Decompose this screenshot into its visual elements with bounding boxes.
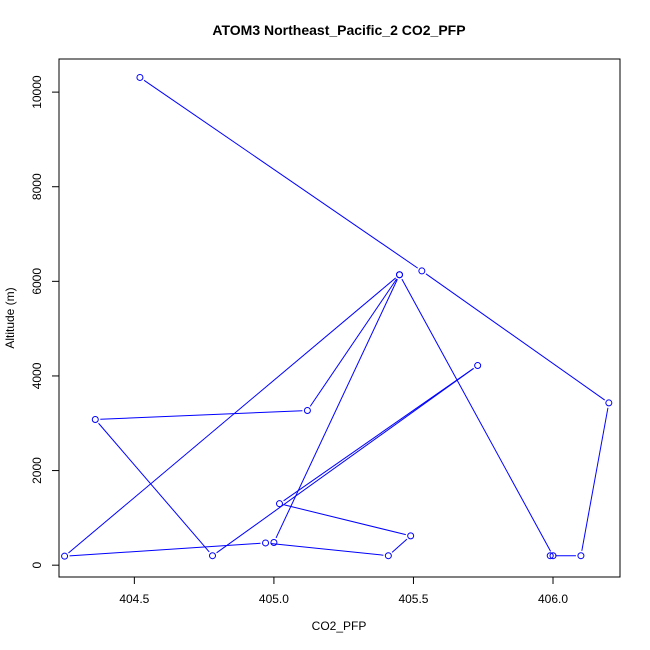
data-point [275,500,283,508]
series-segment [100,410,303,420]
series-segment [581,407,609,551]
data-point [474,362,482,370]
data-point [546,552,554,560]
x-axis-label: CO2_PFP [312,619,367,633]
data-point [262,539,270,547]
series-segment [391,538,408,553]
data-point [407,532,415,540]
y-tick-label: 0 [30,562,44,569]
data-point [384,552,392,560]
series-segment [216,368,474,554]
x-axis: 404.5 405.0 405.5 406.0 [119,576,568,606]
series-segment [98,422,210,553]
data-point [418,267,426,275]
y-axis: 0 2000 4000 6000 8000 10000 [30,75,60,569]
data-point [209,552,217,560]
y-tick-label: 2000 [30,457,44,484]
data-point [61,552,69,560]
series-layer [61,73,613,560]
series-segment [275,279,398,539]
data-point [549,552,557,560]
y-tick-label: 4000 [30,362,44,389]
y-tick-label: 8000 [30,173,44,200]
series-segment [309,278,398,407]
series-segment [270,542,384,556]
series-segment [401,278,552,552]
x-tick-label: 405.5 [398,592,428,606]
data-point [605,399,613,407]
y-tick-label: 6000 [30,268,44,295]
y-axis-label: Altitude (m) [3,287,17,348]
x-tick-label: 406.0 [538,592,568,606]
data-point [270,538,278,546]
chart-title: ATOM3 Northeast_Pacific_2 CO2_PFP [212,22,465,38]
data-point [577,552,585,560]
data-point [303,406,311,414]
data-point [396,271,404,279]
series-segment [68,277,397,554]
data-point [91,415,99,423]
series-segment [69,542,261,557]
data-point [136,73,144,81]
series-segment [283,367,474,502]
y-tick-label: 10000 [30,75,44,109]
x-tick-label: 405.0 [259,592,289,606]
series-segment [143,79,418,269]
series-segment [284,504,406,536]
x-tick-label: 404.5 [119,592,149,606]
series-segment [425,273,606,401]
